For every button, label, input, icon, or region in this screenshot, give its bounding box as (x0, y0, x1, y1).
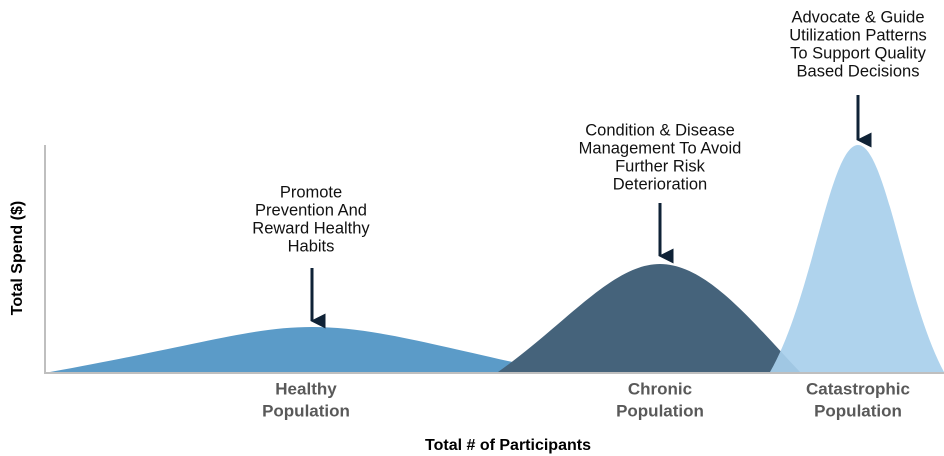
annotation-line: Utilization Patterns (789, 26, 927, 44)
annotation-line: Prevention And (255, 201, 367, 219)
annotation-line: Deterioration (613, 175, 707, 193)
annotation-line: Advocate & Guide (792, 8, 925, 26)
catastrophic-curve (770, 145, 944, 372)
annotation-line: Promote (280, 183, 342, 201)
annotation-line: Based Decisions (797, 62, 920, 80)
chronic-curve (498, 264, 800, 372)
category-label: Chronic (628, 379, 692, 398)
category-label: Healthy (275, 379, 337, 398)
category-label: Population (262, 401, 350, 420)
y-axis-label: Total Spend ($) (9, 201, 26, 315)
category-label: Catastrophic (806, 379, 910, 398)
annotation-line: To Support Quality (790, 44, 926, 62)
annotation-line: Habits (288, 237, 335, 255)
annotation-line: Reward Healthy (252, 219, 370, 237)
annotation-line: Management To Avoid (579, 139, 742, 157)
x-axis-label: Total # of Participants (425, 437, 591, 454)
category-label: Population (814, 401, 902, 420)
category-label: Population (616, 401, 704, 420)
annotation-line: Condition & Disease (585, 121, 735, 139)
healthy-curve (50, 327, 560, 372)
annotation-line: Further Risk (615, 157, 706, 175)
